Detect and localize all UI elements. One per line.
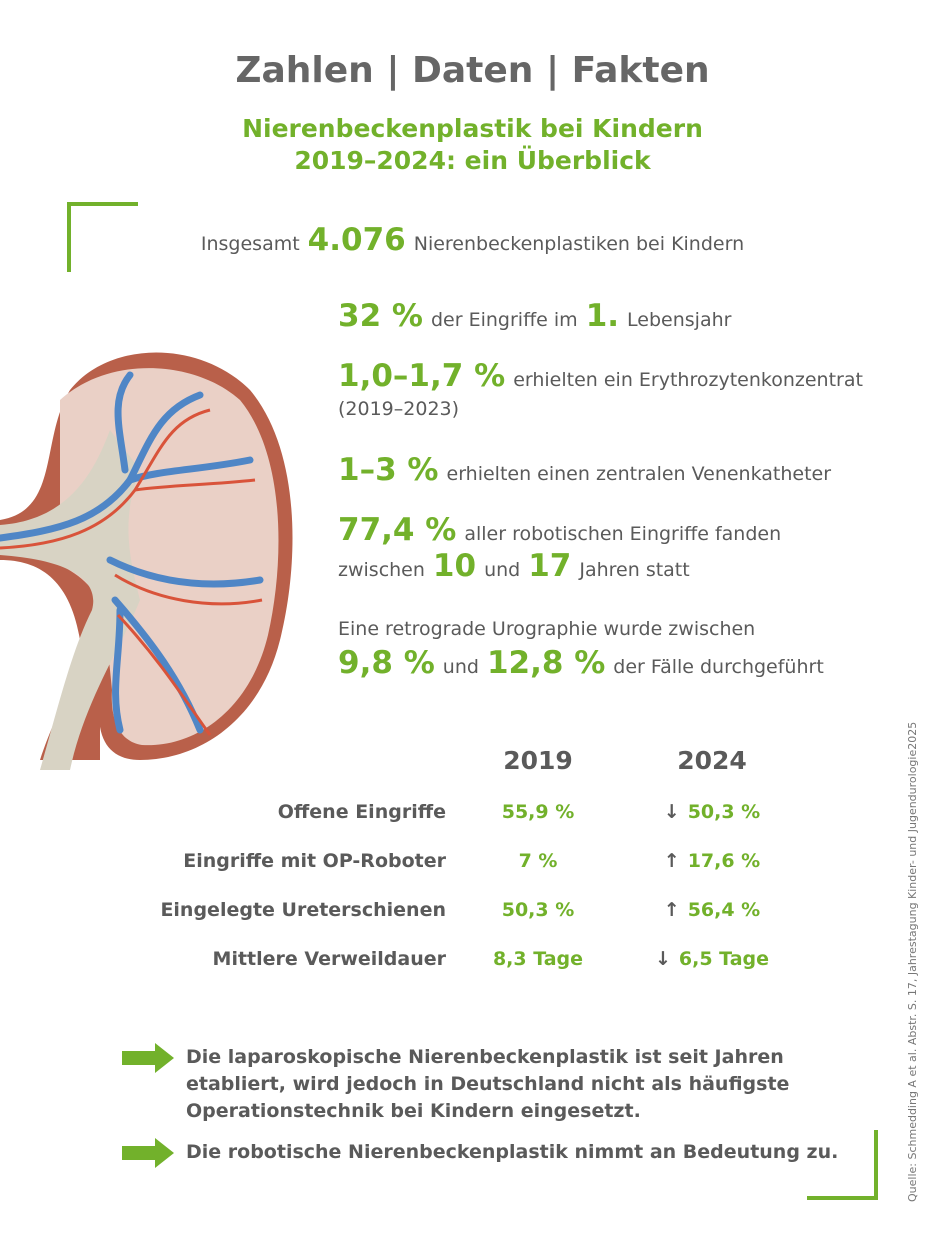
highlight-number: 9,8 % bbox=[338, 645, 435, 681]
text-run: zwischen bbox=[338, 559, 425, 581]
fact-line: zwischen 10 und 17 Jahren statt bbox=[338, 548, 690, 584]
trend-arrow: ↑ bbox=[663, 850, 680, 872]
column-header: 2019 bbox=[503, 746, 573, 775]
subtitle: Nierenbeckenplastik bei Kindern bbox=[242, 114, 703, 143]
text-run: Lebensjahr bbox=[627, 309, 732, 331]
conclusion-line: Operationstechnik bei Kindern eingesetzt… bbox=[186, 1100, 641, 1122]
highlight-number: 1. bbox=[585, 298, 620, 334]
value-2019: 55,9 % bbox=[501, 801, 575, 823]
text-run: Eine retrograde Urographie wurde zwische… bbox=[338, 618, 756, 640]
total-block: Insgesamt 4.076 Nierenbeckenplastiken bei … bbox=[0, 222, 945, 258]
conclusion-line: etabliert, wird jedoch in Deutschland ni… bbox=[186, 1073, 790, 1095]
row-label: Offene Eingriffe bbox=[277, 801, 446, 823]
text-run: erhielten einen zentralen Venenkatheter bbox=[446, 463, 832, 485]
text-run: aller robotischen Eingriffe fanden bbox=[464, 523, 782, 545]
highlight-number: 12,8 % bbox=[486, 645, 606, 681]
trend-arrow: ↓ bbox=[654, 948, 671, 970]
highlight-number: 1,0–1,7 % bbox=[338, 358, 506, 394]
title: Zahlen | Daten | Fakten bbox=[235, 50, 710, 91]
text-run: Insgesamt bbox=[200, 233, 300, 255]
trend-arrow: ↑ bbox=[663, 899, 680, 921]
text-run: und bbox=[484, 559, 521, 581]
conclusion-line: Die robotische Nierenbeckenplastik nimmt… bbox=[186, 1141, 839, 1163]
text-run: Nierenbeckenplastiken bei Kindern bbox=[413, 233, 745, 255]
value-2024: ↓ 50,3 % bbox=[632, 801, 792, 823]
highlight-number: 10 bbox=[432, 548, 477, 584]
value-2019: 50,3 % bbox=[501, 899, 575, 921]
highlight-number: 77,4 % bbox=[338, 512, 457, 548]
value-2024: ↑ 17,6 % bbox=[632, 850, 792, 872]
conclusion-line: Die laparoskopische Nierenbeckenplastik … bbox=[186, 1046, 784, 1068]
highlight-number: 17 bbox=[528, 548, 572, 584]
value-2024: ↓ 6,5 Tage bbox=[632, 948, 792, 970]
fact-line: 32 % der Eingriffe im 1. Lebensjahr bbox=[338, 298, 731, 334]
trend-arrow: ↓ bbox=[663, 801, 680, 823]
row-label: Mittlere Verweildauer bbox=[212, 948, 446, 970]
text-run: und bbox=[442, 656, 479, 678]
text-run: der Fälle durchgeführt bbox=[613, 656, 824, 678]
value-2019: 8,3 Tage bbox=[492, 948, 584, 970]
kidney-illustration bbox=[0, 352, 293, 770]
row-label: Eingelegte Ureterschienen bbox=[160, 899, 446, 921]
highlight-number: 4.076 bbox=[307, 222, 406, 258]
fact-line: 1,0–1,7 % erhielten ein Erythrozytenkonze… bbox=[338, 358, 863, 394]
text-run: der Eingriffe im bbox=[431, 309, 578, 331]
value: 56,4 % bbox=[687, 899, 761, 921]
column-header: 2024 bbox=[677, 746, 747, 775]
source: Quelle: Schmedding A et al. Abstr. S. 17… bbox=[906, 721, 919, 1202]
row-label: Eingriffe mit OP-Roboter bbox=[183, 850, 446, 872]
total-line: Insgesamt 4.076 Nierenbeckenplastiken bei … bbox=[201, 222, 744, 258]
fact-line: (2019–2023) bbox=[338, 398, 459, 420]
subtitle: 2019–2024: ein Überblick bbox=[294, 146, 651, 175]
value: 6,5 Tage bbox=[678, 948, 769, 970]
value: 17,6 % bbox=[687, 850, 761, 872]
highlight-number: 32 % bbox=[338, 298, 423, 334]
fact-line: 9,8 % und 12,8 % der Fälle durchgeführt bbox=[338, 645, 824, 681]
text-run: (2019–2023) bbox=[338, 398, 460, 420]
value: 50,3 % bbox=[687, 801, 761, 823]
fact-line: 1–3 % erhielten einen zentralen Venenkath… bbox=[338, 452, 831, 488]
text-run: Jahren statt bbox=[579, 559, 690, 581]
value-2024: ↑ 56,4 % bbox=[632, 899, 792, 921]
fact-line: Eine retrograde Urographie wurde zwische… bbox=[338, 618, 755, 640]
fact-line: 77,4 % aller robotischen Eingriffe fanden bbox=[338, 512, 781, 548]
value-2019: 7 % bbox=[518, 850, 558, 872]
highlight-number: 1–3 % bbox=[338, 452, 439, 488]
text-run: erhielten ein Erythrozytenkonzentrat bbox=[513, 369, 863, 391]
